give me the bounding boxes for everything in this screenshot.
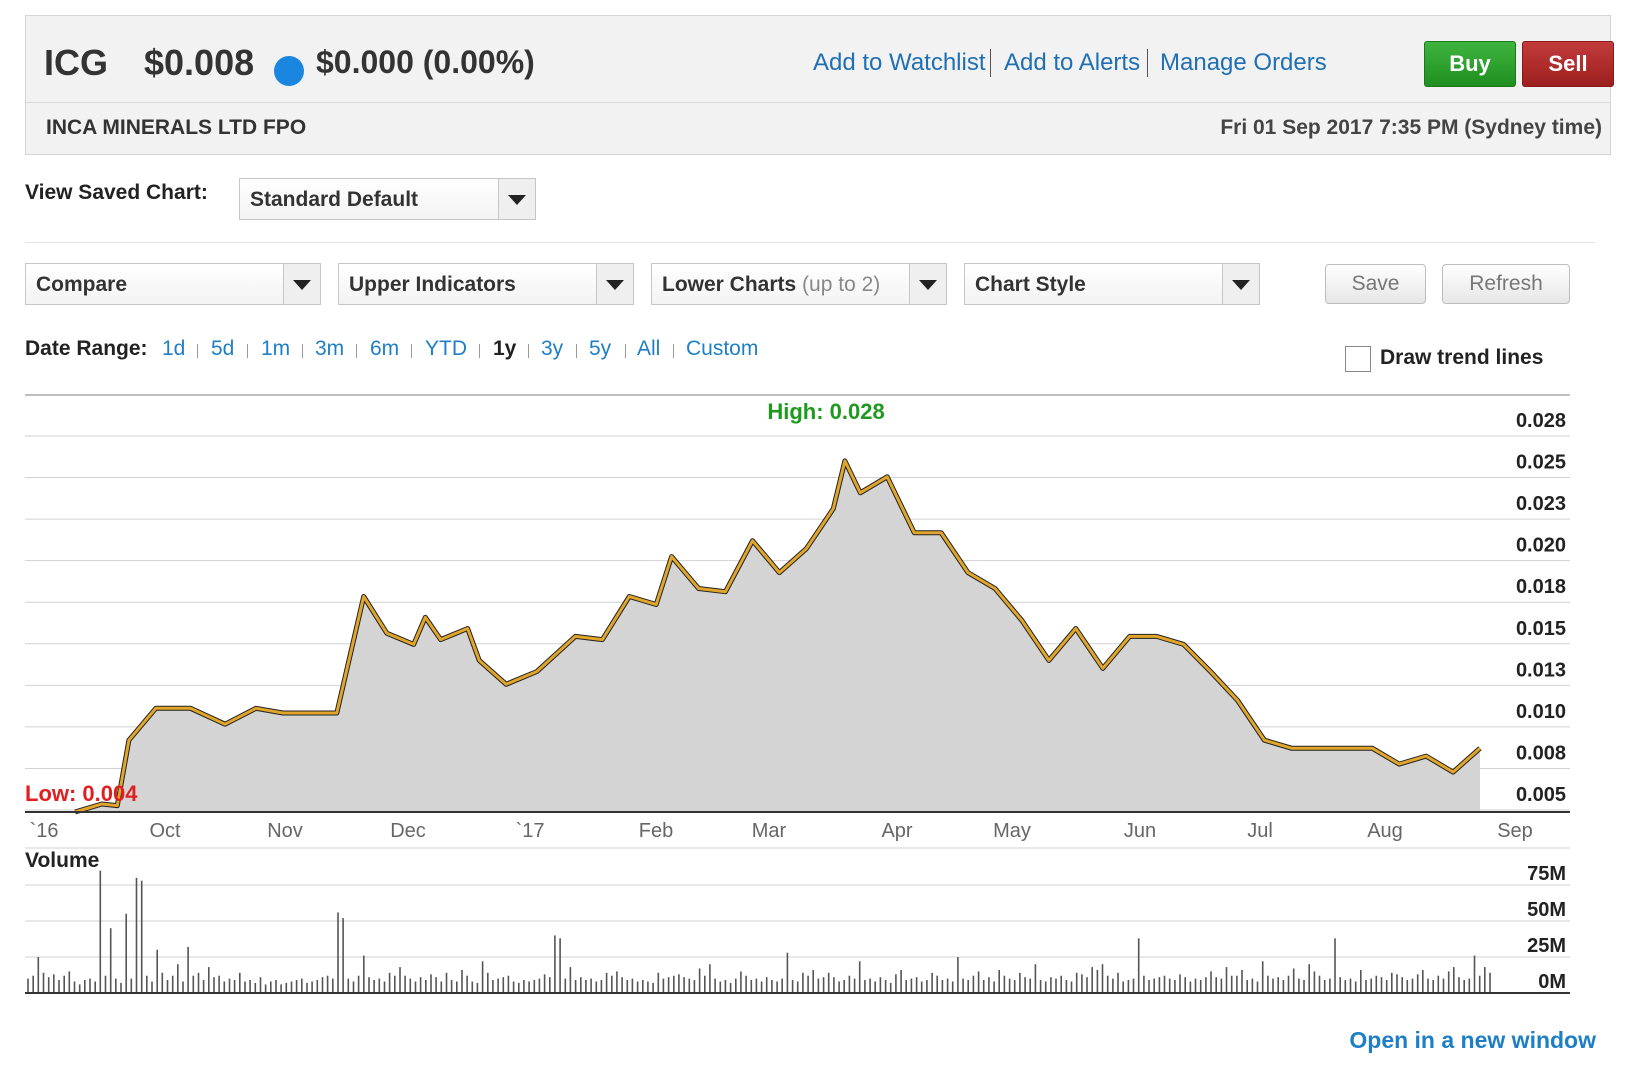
lower-charts-select[interactable]: Lower Charts (up to 2) (651, 263, 947, 305)
range-1y[interactable]: 1y (493, 337, 517, 360)
range-separator (576, 344, 577, 358)
range-5y[interactable]: 5y (589, 337, 612, 360)
link-separator (1147, 49, 1148, 77)
add-to-alerts-link[interactable]: Add to Alerts (1004, 49, 1141, 76)
compare-select[interactable]: Compare (25, 263, 321, 305)
refresh-button[interactable]: Refresh (1442, 264, 1570, 304)
high-label: High: 0.028 (767, 399, 884, 424)
range-separator (673, 344, 674, 358)
range-separator (302, 344, 303, 358)
x-tick-label: Jul (1247, 820, 1273, 842)
x-tick-label: Oct (149, 820, 181, 842)
x-tick-label: Nov (267, 820, 303, 842)
range-separator (625, 344, 626, 358)
buy-button[interactable]: Buy (1424, 41, 1516, 87)
chevron-down-icon (283, 264, 320, 304)
range-separator (479, 344, 480, 358)
saved-chart-label: View Saved Chart: (25, 181, 208, 204)
y-tick-label: 0.023 (1516, 493, 1566, 515)
last-price: $0.008 (144, 42, 255, 83)
status-dot-icon (274, 56, 304, 86)
saved-chart-select[interactable]: Standard Default (239, 178, 536, 220)
company-name: INCA MINERALS LTD FPO (46, 116, 307, 139)
chevron-down-icon (909, 264, 946, 304)
y-tick-label: 0.025 (1516, 452, 1566, 474)
saved-chart-value: Standard Default (250, 188, 419, 211)
open-in-new-window-link[interactable]: Open in a new window (1349, 1027, 1596, 1053)
divider (25, 242, 1595, 243)
sell-button[interactable]: Sell (1522, 41, 1614, 87)
range-ytd[interactable]: YTD (425, 337, 467, 360)
x-tick-label: Aug (1367, 820, 1403, 842)
x-tick-label: Dec (390, 820, 426, 842)
price-line (74, 459, 1481, 814)
y-tick-label: 0.008 (1516, 742, 1566, 764)
y-tick-label: 0.028 (1516, 410, 1566, 432)
date-range-label: Date Range: (25, 337, 148, 360)
x-tick-label: `16 (30, 820, 59, 842)
range-5d[interactable]: 5d (211, 337, 235, 360)
range-custom[interactable]: Custom (686, 337, 759, 360)
volume-tick-label: 50M (1527, 899, 1566, 921)
volume-tick-label: 25M (1527, 935, 1566, 957)
x-tick-label: Feb (639, 820, 673, 842)
x-tick-label: Mar (752, 820, 787, 842)
chevron-down-icon (1222, 264, 1259, 304)
y-tick-label: 0.005 (1516, 784, 1566, 806)
x-tick-label: Sep (1497, 820, 1533, 842)
range-1d[interactable]: 1d (162, 337, 186, 360)
range-1m[interactable]: 1m (261, 337, 291, 360)
chevron-down-icon (498, 179, 535, 219)
compare-label: Compare (36, 273, 128, 296)
ticker-symbol: ICG (44, 42, 109, 83)
range-3y[interactable]: 3y (541, 337, 564, 360)
range-3m[interactable]: 3m (315, 337, 345, 360)
lower-charts-label: Lower Charts (up to 2) (662, 273, 880, 297)
price-change: $0.000 (0.00%) (316, 44, 535, 80)
x-tick-label: Jun (1124, 820, 1156, 842)
upper-indicators-label: Upper Indicators (349, 273, 516, 296)
y-tick-label: 0.013 (1516, 659, 1566, 681)
chevron-down-icon (596, 264, 633, 304)
y-tick-label: 0.020 (1516, 535, 1566, 557)
price-area (75, 460, 1480, 812)
range-separator (197, 344, 198, 358)
x-tick-label: `17 (516, 820, 545, 842)
trend-lines-label: Draw trend lines (1380, 346, 1544, 369)
volume-title: Volume (25, 849, 99, 872)
y-tick-label: 0.010 (1516, 701, 1566, 723)
manage-orders-link[interactable]: Manage Orders (1160, 49, 1327, 76)
trend-lines-checkbox[interactable] (1345, 346, 1371, 372)
chart-style-label: Chart Style (975, 273, 1086, 296)
range-separator (247, 344, 248, 358)
chart-style-select[interactable]: Chart Style (964, 263, 1260, 305)
quote-header: ICG $0.008 $0.000 (0.00%) Add to Watchli… (25, 15, 1614, 155)
range-separator (528, 344, 529, 358)
range-separator (356, 344, 357, 358)
range-6m[interactable]: 6m (370, 337, 400, 360)
volume-tick-label: 75M (1527, 863, 1566, 885)
add-to-watchlist-link[interactable]: Add to Watchlist (813, 49, 986, 76)
range-separator (411, 344, 412, 358)
quote-header-top: ICG $0.008 $0.000 (0.00%) Add to Watchli… (26, 16, 1614, 103)
y-tick-label: 0.015 (1516, 618, 1566, 640)
x-tick-label: Apr (881, 820, 912, 842)
volume-tick-label: 0M (1538, 971, 1566, 993)
upper-indicators-select[interactable]: Upper Indicators (338, 263, 634, 305)
quote-timestamp: Fri 01 Sep 2017 7:35 PM (Sydney time) (1220, 116, 1602, 139)
low-label: Low: 0.004 (25, 781, 138, 806)
lower-charts-hint: (up to 2) (802, 273, 881, 296)
y-tick-label: 0.018 (1516, 576, 1566, 598)
link-separator (990, 49, 991, 77)
x-tick-label: May (993, 820, 1031, 842)
save-button[interactable]: Save (1325, 264, 1426, 304)
lower-charts-text: Lower Charts (662, 273, 797, 296)
range-all[interactable]: All (637, 337, 661, 360)
